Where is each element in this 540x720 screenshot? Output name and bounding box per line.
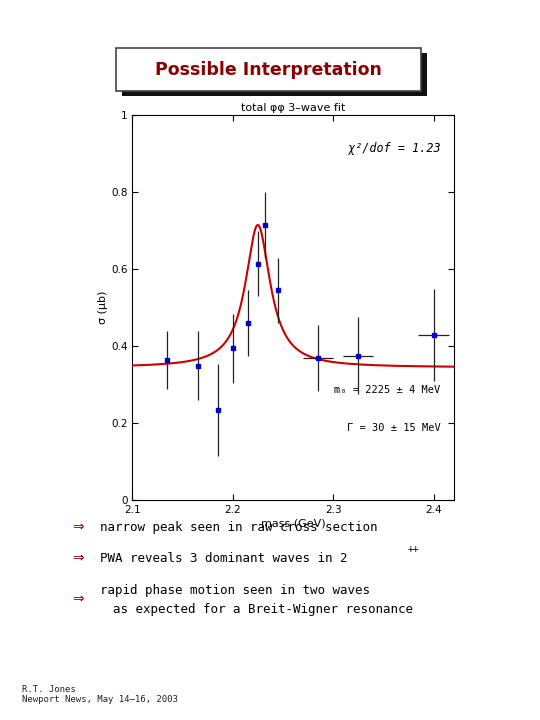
X-axis label: mass (GeV): mass (GeV) [261,518,325,528]
Text: m₀ = 2225 ± 4 MeV: m₀ = 2225 ± 4 MeV [334,384,441,395]
Text: as expected for a Breit-Wigner resonance: as expected for a Breit-Wigner resonance [113,603,414,616]
Y-axis label: σ (μb): σ (μb) [98,291,108,325]
Text: narrow peak seen in raw cross section: narrow peak seen in raw cross section [100,521,377,534]
Text: Γ = 30 ± 15 MeV: Γ = 30 ± 15 MeV [347,423,441,433]
Text: PWA reveals 3 dominant waves in 2: PWA reveals 3 dominant waves in 2 [100,552,347,564]
Text: χ²/dof = 1.23: χ²/dof = 1.23 [348,142,441,156]
Text: ⇒: ⇒ [72,520,84,534]
Text: Possible Interpretation: Possible Interpretation [155,61,382,79]
Text: ++: ++ [408,544,420,554]
Text: rapid phase motion seen in two waves: rapid phase motion seen in two waves [100,584,370,597]
Title: total φφ 3–wave fit: total φφ 3–wave fit [241,103,345,113]
Text: ⇒: ⇒ [72,551,84,565]
Text: ⇒: ⇒ [72,592,84,606]
Text: R.T. Jones
Newport News, May 14–16, 2003: R.T. Jones Newport News, May 14–16, 2003 [22,685,178,704]
